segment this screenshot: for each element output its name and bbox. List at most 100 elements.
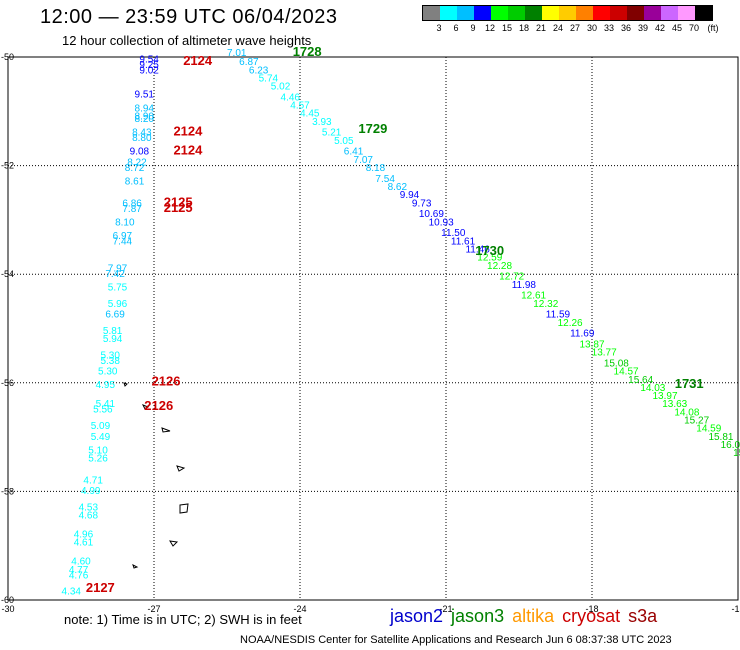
map-grid [7, 56, 739, 601]
wave-height-value: 4.96 [74, 530, 94, 541]
credit-line: NOAA/NESDIS Center for Satellite Applica… [240, 634, 672, 646]
legend-label: 42 [654, 23, 666, 33]
wave-height-value: 5.49 [91, 432, 111, 443]
wave-height-value: 5.96 [108, 299, 128, 310]
wave-height-value: 7.87 [122, 204, 142, 215]
legend-unit: (ft) [707, 23, 719, 33]
wave-height-value: 4.61 [74, 538, 94, 549]
wave-height-value: 10.93 [429, 217, 454, 228]
wave-height-value: 6.23 [249, 65, 269, 76]
pass-time-label: 1730 [475, 243, 504, 258]
wave-height-value: 4.71 [83, 475, 103, 486]
lon-tick-label: -30 [1, 604, 14, 614]
legend-swatch [491, 6, 508, 20]
wave-height-value: 8.72 [125, 163, 145, 174]
island [141, 404, 150, 410]
legend-label: 18 [518, 23, 530, 33]
pass-time-label: 2127 [86, 580, 115, 595]
wave-height-value: 4.99 [81, 486, 101, 497]
wave-height-value: 5.21 [322, 128, 342, 139]
wave-height-value: 15.64 [628, 375, 653, 386]
island [179, 503, 189, 514]
satellite-s3a: s3a [628, 606, 658, 626]
legend-label: 70 [688, 23, 700, 33]
wave-height-value: 11.98 [512, 280, 537, 291]
pass-time-label: 2124 [173, 143, 203, 158]
pass-time-label: 2124 [183, 53, 213, 68]
wave-height-value: 4.60 [71, 557, 91, 568]
legend-label: 45 [671, 23, 683, 33]
wave-height-value: 8.94 [135, 103, 155, 114]
wave-height-value: 12.32 [533, 299, 558, 310]
wave-height-value: 8.43 [132, 128, 152, 139]
island [132, 564, 139, 569]
legend-label: 15 [501, 23, 513, 33]
legend-swatch [644, 6, 661, 20]
wave-height-value: 8.62 [388, 182, 408, 193]
wave-height-value: 4.77 [69, 565, 89, 576]
pass-time-label: 1728 [293, 44, 322, 59]
island [169, 540, 179, 547]
wave-height-value: 6.87 [239, 57, 259, 68]
wave-height-value: 12.59 [477, 253, 502, 264]
page-title: 12:00 — 23:59 UTC 06/04/2023 [40, 6, 338, 28]
lon-tick-label: -27 [147, 604, 160, 614]
wave-height-value: 15.3 [733, 448, 740, 459]
wave-height-value: 8.10 [115, 217, 135, 228]
wave-height-value: 16.02 [721, 440, 740, 451]
wave-height-value: 7.44 [113, 236, 133, 247]
wave-height-value: 5.94 [103, 334, 123, 345]
legend-label: 6 [453, 23, 459, 33]
wave-height-value: 8.18 [366, 163, 386, 174]
wave-height-value: 11.69 [570, 329, 595, 340]
island [161, 427, 171, 433]
wave-height-value: 9.51 [135, 90, 155, 101]
pass-time-label: 2126 [152, 374, 181, 389]
wave-height-value: 7.01 [227, 48, 247, 59]
wave-height-value: 5.10 [88, 445, 108, 456]
wave-height-value: 14.59 [696, 424, 721, 435]
wave-height-value: 8.20 [135, 114, 155, 125]
legend-swatch [423, 6, 440, 20]
legend-swatch [610, 6, 627, 20]
wave-height-value: 7.54 [375, 174, 395, 185]
legend-label: 33 [603, 23, 615, 33]
pass-time-label: 2126 [144, 398, 173, 413]
lon-tick-label: -15 [731, 604, 740, 614]
wave-height-value: 5.41 [96, 399, 116, 410]
wave-height-value: 5.26 [88, 454, 108, 465]
lon-tick-label: -24 [293, 604, 306, 614]
wave-height-value: 5.56 [93, 405, 113, 416]
wave-height-value: 5.30 [100, 350, 120, 361]
legend-label: 9 [470, 23, 476, 33]
legend-label: 30 [586, 23, 598, 33]
wave-height-value: 5.02 [271, 82, 291, 93]
legend-swatch [457, 6, 474, 20]
legend-colorbar [422, 5, 713, 21]
wave-height-value: 6.41 [344, 147, 364, 158]
legend-swatch [695, 6, 712, 20]
lat-tick-label: -56 [1, 378, 14, 388]
legend-swatch [627, 6, 644, 20]
island [176, 465, 186, 472]
wave-height-value: 9.25 [139, 60, 159, 71]
legend-swatch [508, 6, 525, 20]
satellite-legend: jason2 jason3 altika cryosat s3a [390, 606, 665, 627]
wave-height-value: 11.46 [465, 244, 490, 255]
pass-time-label: 2124 [173, 124, 203, 139]
wave-height-value: 12.72 [499, 272, 524, 283]
wave-height-value: 8.90 [135, 111, 155, 122]
wave-height-value: 14.03 [640, 383, 665, 394]
wave-height-value: 4.45 [300, 109, 320, 120]
wave-height-value: 12.26 [558, 318, 583, 329]
legend-label: 12 [484, 23, 496, 33]
wave-height-value: 6.86 [122, 198, 142, 209]
pass-time-label: 2125 [164, 200, 193, 215]
wave-height-value: 4.53 [79, 502, 99, 513]
wave-height-value: 7.97 [108, 263, 128, 274]
pass-time-label: 1729 [358, 121, 387, 136]
wave-height-value: 7.07 [354, 155, 374, 166]
wave-height-value: 3.93 [312, 117, 332, 128]
wave-height-value: 5.38 [100, 356, 120, 367]
